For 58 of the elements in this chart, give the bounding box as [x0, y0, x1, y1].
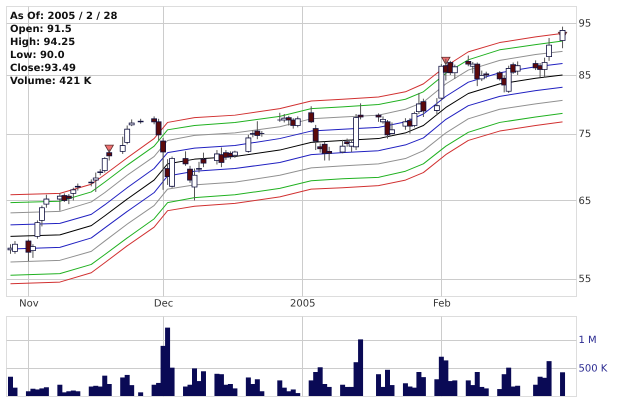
bar	[30, 388, 36, 396]
y-tick-label: 95	[578, 18, 592, 30]
candlestick	[326, 146, 332, 162]
bar	[340, 384, 346, 396]
candlestick	[160, 137, 166, 190]
bar	[474, 372, 480, 396]
y-tick-label: 1 M	[578, 335, 597, 346]
candlestick	[514, 60, 521, 76]
annotation: Close:93.49	[10, 63, 76, 74]
bar	[57, 384, 62, 396]
annotation: Volume: 421 K	[10, 76, 93, 87]
candlestick	[308, 106, 314, 124]
x-tick-label: Dec	[154, 298, 174, 310]
candlestick	[92, 172, 99, 192]
y-tick-label: 65	[578, 196, 592, 207]
bar	[218, 374, 224, 396]
bar	[246, 377, 251, 396]
x-tick-label: 2005	[290, 298, 316, 310]
candlestick	[506, 65, 512, 94]
bar	[560, 372, 566, 396]
bar	[120, 377, 126, 396]
annotation: High: 94.25	[10, 37, 76, 48]
y-tick-label: 55	[578, 274, 592, 286]
bar	[75, 391, 80, 396]
candlestick	[254, 120, 260, 140]
candlestick	[182, 150, 188, 166]
candlestick	[294, 116, 301, 128]
candlestick	[286, 115, 292, 126]
bar	[452, 380, 458, 396]
bar	[183, 386, 188, 396]
bar	[102, 376, 108, 396]
candlestick	[546, 37, 552, 62]
bar	[407, 386, 412, 396]
x-tick-label: Feb	[432, 298, 451, 310]
bar	[290, 389, 296, 396]
candlestick	[560, 26, 566, 49]
bar	[376, 374, 382, 396]
candlestick	[312, 124, 319, 151]
candlestick	[70, 187, 76, 201]
bar	[200, 371, 206, 396]
y-tick-label: 75	[578, 129, 592, 140]
bar	[232, 388, 238, 396]
bar	[138, 392, 144, 396]
bar	[466, 380, 471, 396]
bar	[152, 384, 157, 396]
y-tick-label: 500 K	[578, 363, 608, 374]
annotation: Open: 91.5	[10, 24, 72, 35]
bar	[443, 360, 448, 396]
candlestick	[276, 112, 283, 122]
x-tick-label: Nov	[19, 298, 39, 310]
annotation: Low: 90.0	[10, 50, 65, 61]
candlestick	[340, 139, 346, 154]
candlestick	[245, 134, 252, 154]
y-tick-label: 85	[578, 70, 592, 82]
candlestick	[474, 62, 480, 87]
bar	[44, 387, 49, 396]
candlestick	[452, 64, 458, 80]
annotation: As Of: 2005 / 2 / 28	[10, 11, 118, 22]
